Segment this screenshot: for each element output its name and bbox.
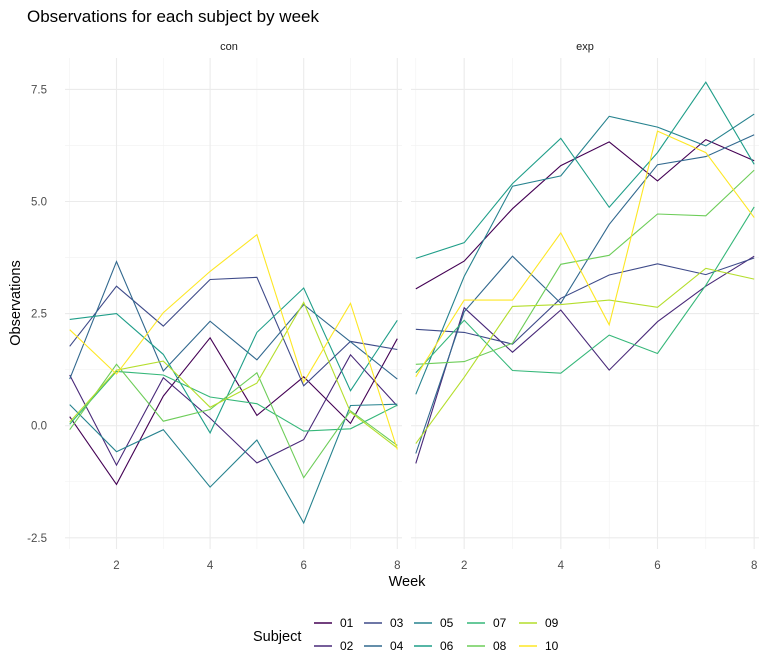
legend-label: 08 (493, 639, 507, 653)
legend-label: 05 (440, 616, 454, 630)
series-line-con-09 (69, 301, 398, 449)
series-line-con-02 (69, 353, 398, 467)
legend-item-06: 06 (414, 639, 454, 653)
series-line-exp-02 (415, 255, 755, 464)
y-tick-label: 5.0 (31, 196, 47, 208)
legend: Subject 01 02 03 04 05 06 07 08 09 10 (253, 616, 559, 653)
x-axis-ticks: 2 4 6 8 2 4 6 8 (113, 560, 757, 572)
series-line-exp-07 (415, 206, 755, 374)
series-line-con-10 (69, 233, 398, 450)
x-axis-title: Week (389, 574, 427, 590)
series-line-exp-10 (415, 130, 755, 378)
legend-items: 01 02 03 04 05 06 07 08 09 10 (314, 616, 559, 653)
legend-item-10: 10 (519, 639, 559, 653)
legend-title: Subject (253, 629, 301, 645)
legend-item-08: 08 (467, 639, 507, 653)
legend-label: 04 (390, 639, 404, 653)
x-tick-label: 8 (394, 560, 400, 572)
panel-exp: exp (411, 41, 759, 549)
legend-label: 06 (440, 639, 454, 653)
x-tick-label: 6 (654, 560, 660, 572)
x-tick-label: 2 (461, 560, 467, 572)
strip-label-exp: exp (576, 41, 594, 53)
series-line-exp-09 (415, 267, 755, 444)
legend-item-07: 07 (467, 616, 507, 630)
legend-item-02: 02 (314, 639, 354, 653)
x-tick-label: 4 (207, 560, 214, 572)
lines-exp (415, 81, 755, 464)
series-line-con-03 (69, 276, 398, 387)
legend-item-05: 05 (414, 616, 454, 630)
grid-con (65, 58, 402, 549)
legend-label: 07 (493, 616, 507, 630)
series-line-con-01 (69, 336, 398, 486)
chart-title: Observations for each subject by week (27, 7, 319, 26)
x-tick-label: 2 (113, 560, 119, 572)
legend-label: 10 (545, 639, 559, 653)
y-tick-label: 2.5 (31, 309, 47, 321)
series-line-exp-04 (415, 134, 755, 454)
series-line-exp-03 (415, 257, 755, 345)
series-line-exp-05 (415, 113, 755, 395)
legend-label: 09 (545, 616, 559, 630)
series-line-con-04 (69, 260, 398, 380)
legend-label: 02 (340, 639, 354, 653)
legend-item-09: 09 (519, 616, 559, 630)
series-line-con-05 (69, 403, 398, 525)
y-tick-label: 7.5 (31, 84, 47, 96)
panel-con: con (65, 41, 402, 549)
y-tick-label: 0.0 (31, 421, 47, 433)
lines-con (69, 233, 398, 525)
x-tick-label: 4 (558, 560, 565, 572)
series-line-con-06 (69, 287, 398, 435)
legend-label: 03 (390, 616, 404, 630)
series-line-exp-08 (415, 169, 755, 365)
grid-exp (411, 58, 759, 549)
series-line-con-08 (69, 363, 398, 479)
legend-item-04: 04 (364, 639, 404, 653)
x-tick-label: 8 (751, 560, 757, 572)
series-line-exp-01 (415, 138, 755, 290)
x-tick-label: 6 (301, 560, 307, 572)
legend-item-03: 03 (364, 616, 404, 630)
legend-item-01: 01 (314, 616, 354, 630)
series-line-con-07 (69, 370, 398, 432)
y-tick-label: -2.5 (27, 533, 47, 545)
strip-label-con: con (220, 41, 238, 53)
legend-label: 01 (340, 616, 354, 630)
series-line-exp-06 (415, 81, 755, 259)
y-axis-title: Observations (8, 260, 24, 345)
y-axis-ticks: -2.5 0.0 2.5 5.0 7.5 (27, 84, 47, 544)
